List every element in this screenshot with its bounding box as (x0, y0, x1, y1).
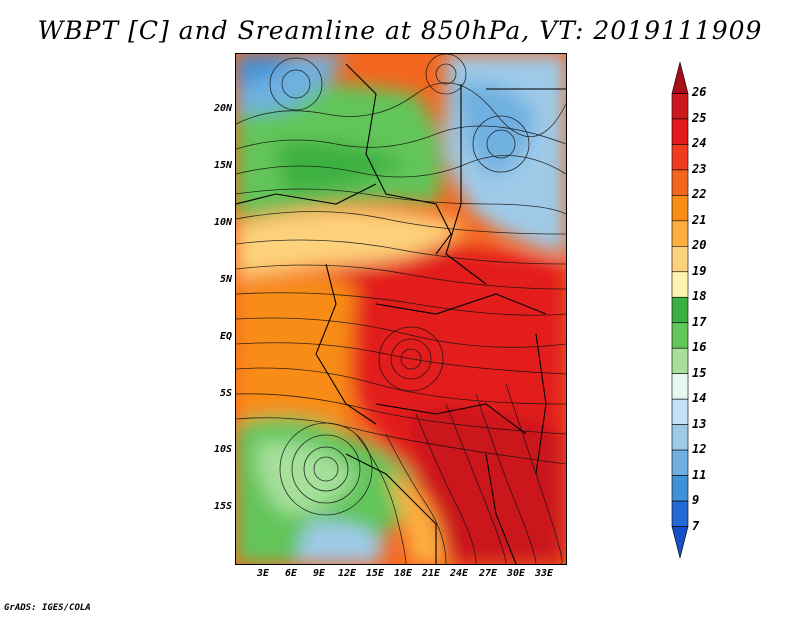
country-borders (236, 63, 566, 564)
field-blue-south (296, 521, 386, 564)
colorbar-label: 22 (692, 187, 707, 202)
field-yellow-band (236, 209, 466, 279)
wbpt-color-field (236, 54, 566, 564)
colorbar-swatch (671, 398, 689, 425)
colorbar-swatch (671, 220, 689, 247)
lat-label-5s: 5S (219, 388, 232, 399)
lon-label-6e: 6E (285, 568, 298, 579)
colorbar-label: 13 (692, 416, 707, 431)
lat-label-eq: EQ (219, 331, 232, 342)
colorbar-label: 17 (692, 314, 707, 329)
colorbar-swatch (671, 246, 689, 273)
lat-label-10n: 10N (213, 217, 232, 228)
colorbar-label: 9 (692, 493, 700, 508)
colorbar-label: 18 (692, 289, 707, 304)
colorbar-label: 25 (692, 110, 707, 125)
lon-label-24e: 24E (450, 568, 469, 579)
lat-label-15s: 15S (213, 501, 232, 512)
colorbar-swatch (671, 449, 689, 476)
lon-label-30e: 30E (507, 568, 526, 579)
field-yellow-south (386, 474, 446, 564)
colorbar-label: 23 (692, 161, 707, 176)
lat-label-10s: 10S (213, 444, 232, 455)
colorbar-swatch (671, 271, 689, 298)
colorbar-swatch (671, 322, 689, 349)
lat-label-5n: 5N (219, 274, 232, 285)
lon-label-9e: 9E (313, 568, 326, 579)
colorbar-swatch (671, 61, 689, 94)
lat-label-20n: 20N (213, 103, 232, 114)
colorbar-swatch (671, 93, 689, 120)
colorbar-label: 12 (692, 442, 707, 457)
lon-label-12e: 12E (338, 568, 357, 579)
colorbar-swatch (671, 424, 689, 451)
lon-label-33e: 33E (535, 568, 554, 579)
field-green-north-dark (276, 141, 406, 194)
wbpt-field-map (236, 54, 566, 564)
lon-label-3e: 3E (257, 568, 270, 579)
colorbar-swatch (671, 195, 689, 222)
colorbar-label: 15 (692, 365, 707, 380)
colorbar-swatch (671, 144, 689, 171)
colorbar-swatch (671, 347, 689, 374)
colorbar-label: 19 (692, 263, 707, 278)
colorbar-label: 26 (692, 85, 707, 100)
colorbar-label: 20 (692, 238, 707, 253)
colorbar-label: 16 (692, 340, 707, 355)
lon-label-15e: 15E (366, 568, 385, 579)
colorbar-label: 11 (692, 467, 707, 482)
field-orange-west (236, 276, 356, 438)
lat-label-15n: 15N (213, 160, 232, 171)
colorbar-swatch (671, 526, 689, 559)
colorbar-label: 24 (692, 136, 707, 151)
streamlines (236, 54, 566, 564)
colorbar-label: 7 (692, 518, 700, 533)
colorbar-swatch (671, 500, 689, 527)
colorbar-label: 21 (692, 212, 707, 227)
colorbar-swatch (671, 373, 689, 400)
colorbar-swatch (671, 169, 689, 196)
field-blue-northwest-core (236, 54, 296, 84)
colorbar-label: 14 (692, 391, 707, 406)
colorbar-swatch (671, 475, 689, 502)
map-plot-area (235, 53, 567, 565)
colorbar-swatch (671, 118, 689, 145)
colorbar (671, 61, 689, 559)
colorbar-swatch (671, 296, 689, 324)
lon-label-21e: 21E (422, 568, 441, 579)
footer-credit: GrADS: IGES/COLA (4, 603, 91, 613)
lon-label-27e: 27E (479, 568, 498, 579)
map-title: WBPT [C] and Sreamline at 850hPa, VT: 20… (37, 16, 763, 45)
field-blue-northeast-core (456, 82, 536, 174)
lon-label-18e: 18E (394, 568, 413, 579)
